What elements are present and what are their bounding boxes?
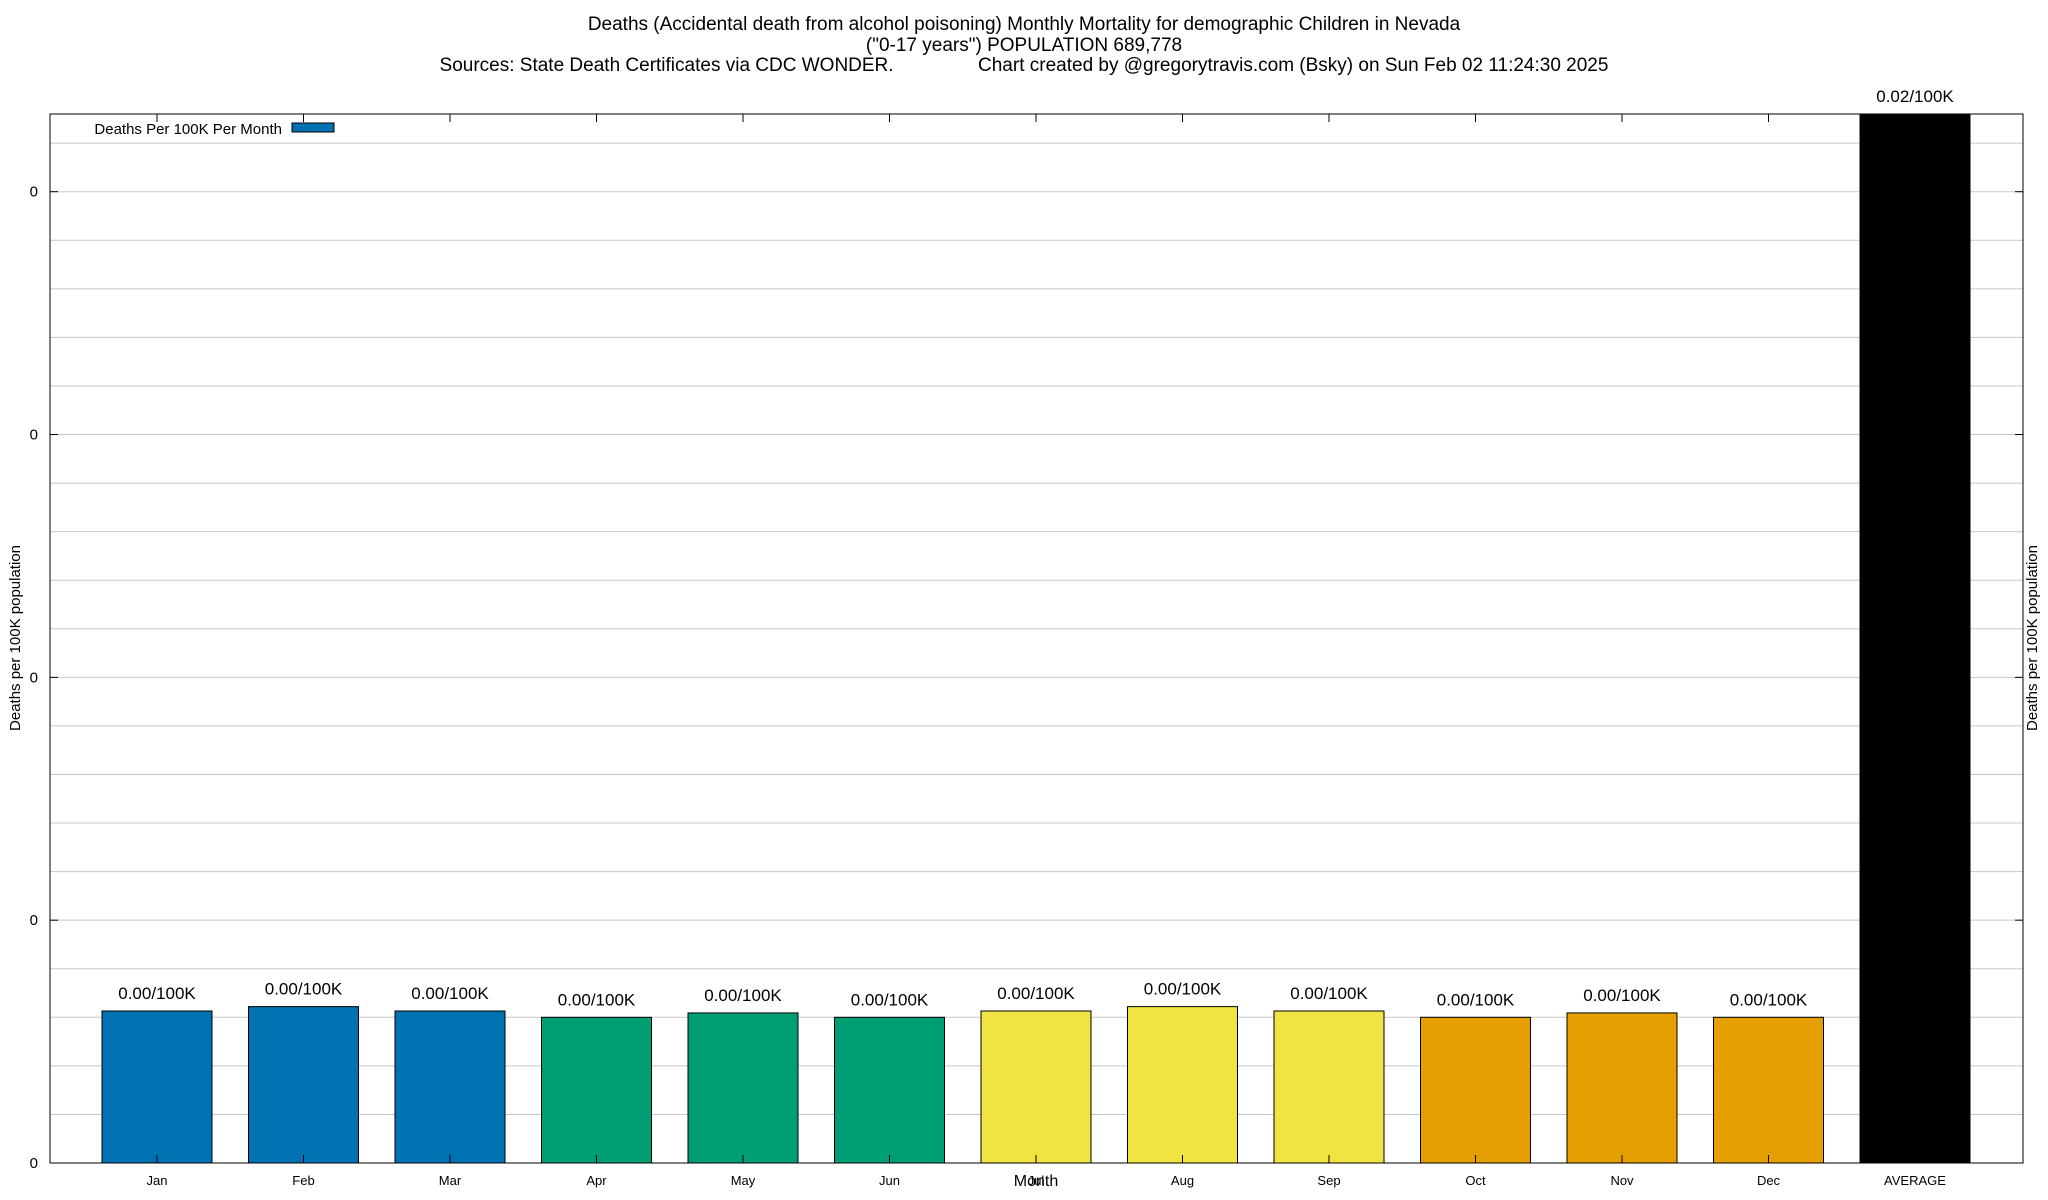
x-tick-label: Sep	[1317, 1173, 1340, 1188]
bar-jan	[101, 1010, 213, 1164]
bar-oct	[1420, 1016, 1531, 1164]
x-tick-label: Dec	[1757, 1173, 1781, 1188]
bar-may	[687, 1012, 799, 1164]
y-axis-label-left: Deaths per 100K population	[7, 545, 24, 731]
bar-value-label: 0.00/100K	[997, 984, 1075, 1003]
bar-value-label: 0.00/100K	[1144, 980, 1222, 999]
bar-value-label: 0.00/100K	[411, 984, 489, 1003]
y-tick-label: 0	[30, 912, 38, 929]
x-tick-label: Jun	[879, 1173, 900, 1188]
x-tick-label: Feb	[292, 1173, 314, 1188]
bar-jun	[834, 1016, 945, 1164]
bar-value-label: 0.00/100K	[851, 990, 929, 1009]
bar-dec	[1713, 1016, 1824, 1164]
legend-label: Deaths Per 100K Per Month	[94, 121, 282, 138]
chart-source-line: Sources: State Death Certificates via CD…	[439, 55, 1609, 76]
bar-mar	[394, 1010, 506, 1164]
plot-frame	[49, 113, 2024, 1164]
bar-value-label: 0.00/100K	[1437, 990, 1515, 1009]
x-tick-label: Oct	[1465, 1173, 1486, 1188]
x-axis-label: Month	[1014, 1173, 1058, 1190]
bar-aug	[1127, 1006, 1238, 1164]
chart-subtitle: ("0-17 years") POPULATION 689,778	[865, 35, 1183, 56]
bar-average	[1859, 113, 1971, 1164]
bar-value-label: 0.00/100K	[1730, 990, 1808, 1009]
bars	[101, 113, 1971, 1164]
bar-value-label: 0.00/100K	[558, 990, 636, 1009]
bar-jul	[980, 1010, 1092, 1164]
x-tick-label: Mar	[439, 1173, 462, 1188]
bar-value-label: 0.00/100K	[1583, 986, 1661, 1005]
y-tick-label: 0	[30, 184, 38, 201]
value-labels: 0.00/100K 0.00/100K 0.00/100K 0.00/100K 0.00…	[118, 87, 1954, 1009]
y-tick-label: 0	[30, 669, 38, 686]
y-tick-label: 0	[30, 427, 38, 444]
axes: 0 0 0 0 0 Jan Feb Mar Apr May Jun Jul Aug Sep Oct Nov De…	[30, 114, 2023, 1188]
bar-value-label: 0.02/100K	[1876, 87, 1954, 106]
x-tick-label: Jan	[147, 1173, 168, 1188]
x-tick-label: Apr	[586, 1173, 607, 1188]
bar-value-label: 0.00/100K	[704, 986, 782, 1005]
bar-nov	[1566, 1012, 1678, 1164]
x-tick-label: Nov	[1610, 1173, 1634, 1188]
bar-apr	[541, 1016, 652, 1164]
bar-value-label: 0.00/100K	[1290, 984, 1368, 1003]
grid	[50, 142, 2023, 1115]
bar-sep	[1273, 1010, 1385, 1164]
x-tick-label: Aug	[1171, 1173, 1194, 1188]
bar-feb	[248, 1006, 359, 1164]
chart-title: Deaths (Accidental death from alcohol po…	[587, 14, 1461, 35]
legend: Deaths Per 100K Per Month	[94, 121, 335, 138]
y-tick-label: 0	[30, 1155, 38, 1172]
bar-value-label: 0.00/100K	[265, 980, 343, 999]
legend-swatch	[291, 122, 335, 133]
x-tick-label: Jul	[1028, 1173, 1045, 1188]
bar-value-label: 0.00/100K	[118, 984, 196, 1003]
x-tick-label: AVERAGE	[1884, 1173, 1946, 1188]
y-axis-label-right: Deaths per 100K population	[2024, 545, 2041, 731]
x-tick-label: May	[731, 1173, 756, 1188]
